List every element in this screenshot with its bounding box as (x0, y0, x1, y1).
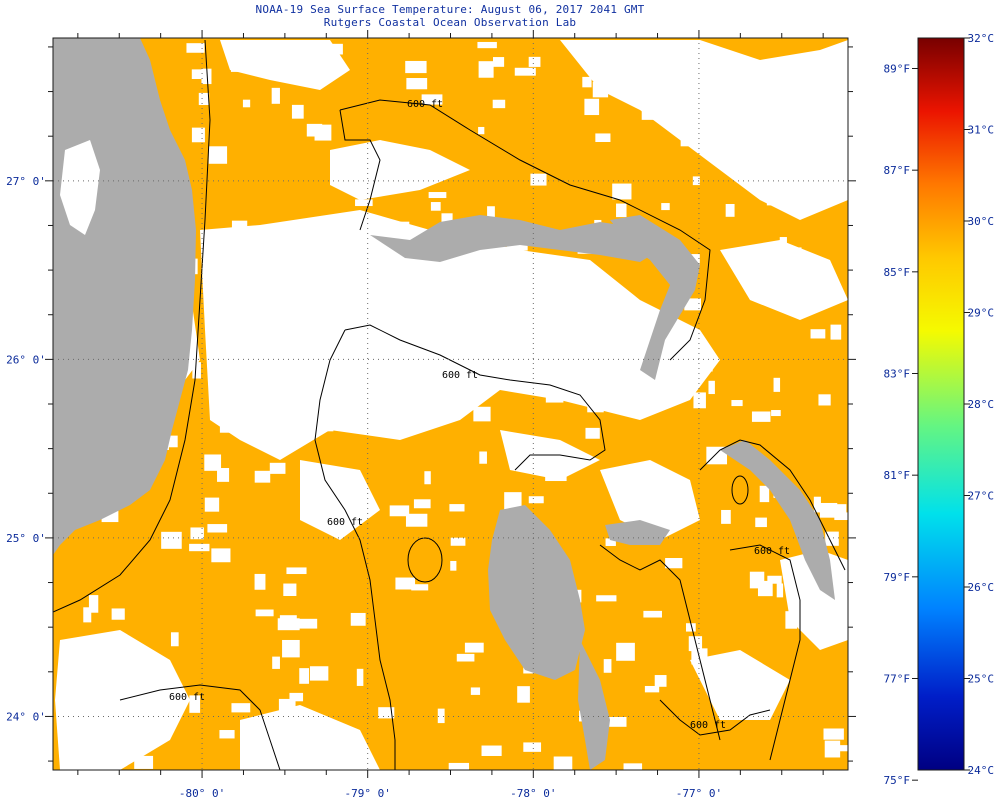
chart-title: NOAA-19 Sea Surface Temperature: August … (255, 3, 645, 16)
chart-subtitle: Rutgers Coastal Ocean Observation Lab (323, 16, 577, 29)
